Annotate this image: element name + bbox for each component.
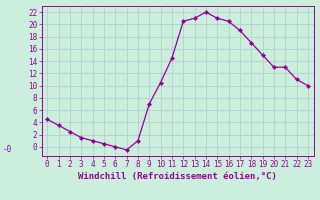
X-axis label: Windchill (Refroidissement éolien,°C): Windchill (Refroidissement éolien,°C) [78,172,277,181]
Text: -0: -0 [3,145,12,154]
